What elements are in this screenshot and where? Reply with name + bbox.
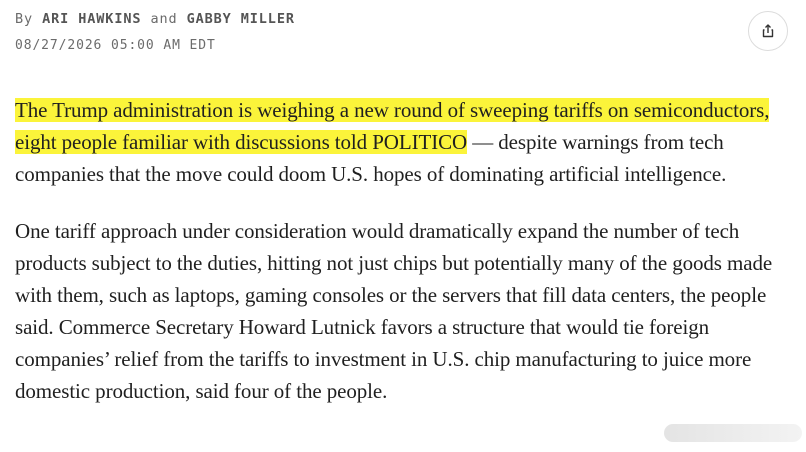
byline-conjunction: and bbox=[150, 11, 178, 27]
lede-continuation: — despite warnings from tech companies t… bbox=[15, 130, 727, 186]
byline-prefix: By bbox=[15, 11, 34, 27]
share-icon bbox=[761, 24, 775, 38]
byline: By ARI HAWKINS and GABBY MILLER bbox=[15, 11, 295, 27]
article-body: The Trump administration is weighing a n… bbox=[15, 94, 805, 407]
author-link-ari-hawkins[interactable]: ARI HAWKINS bbox=[42, 11, 142, 27]
publish-timestamp: 08/27/2026 05:00 AM EDT bbox=[15, 38, 216, 53]
article-paragraph-2: One tariff approach under consideration … bbox=[15, 219, 773, 403]
article-paragraph-1: The Trump administration is weighing a n… bbox=[15, 94, 805, 190]
author-link-gabby-miller[interactable]: GABBY MILLER bbox=[186, 11, 295, 27]
blurred-ad-placeholder bbox=[664, 424, 802, 442]
share-button[interactable] bbox=[748, 11, 788, 51]
